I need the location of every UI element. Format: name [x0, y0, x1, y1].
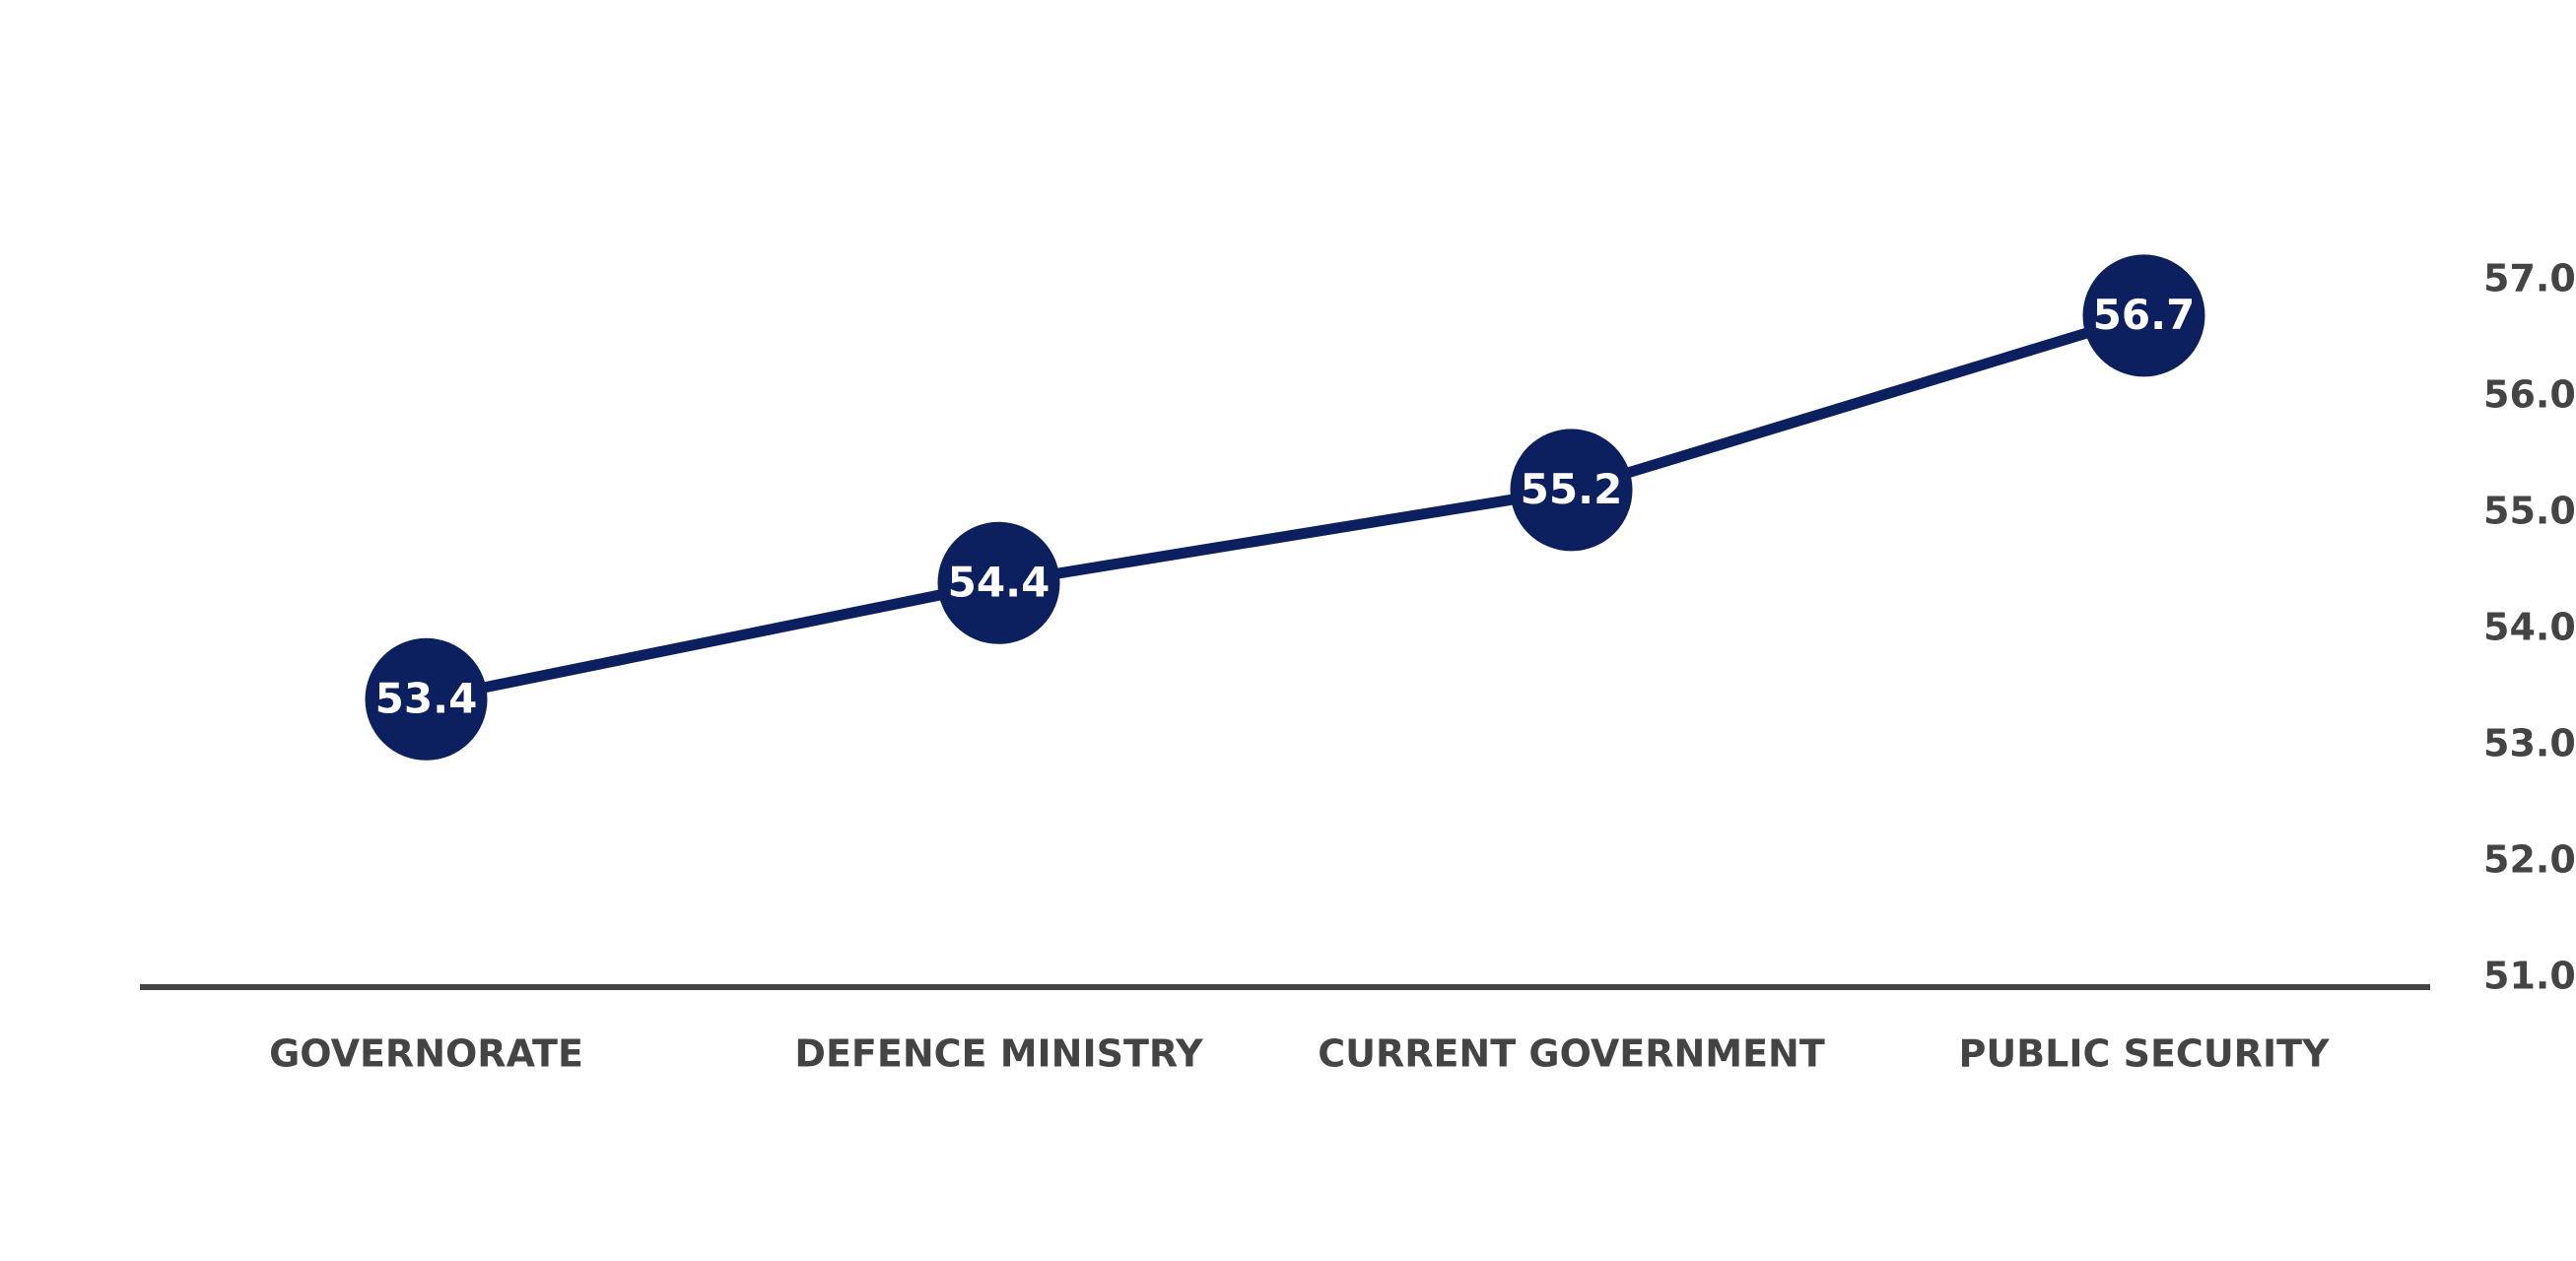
line: [425, 310, 2146, 705]
x-tick-label: PUBLIC SECURITY: [1958, 1032, 2330, 1076]
x-tick-label: GOVERNORATE: [269, 1032, 583, 1076]
y-tick-label: 56.0: [2483, 373, 2576, 417]
value-label: 54.4: [948, 558, 1051, 606]
y-tick-label: 52.0: [2483, 838, 2576, 882]
y-tick-label: 53.0: [2483, 722, 2576, 765]
y-tick-label: 57.0: [2483, 257, 2576, 300]
x-tick-label: CURRENT GOVERNMENT: [1318, 1032, 1825, 1076]
x-tick-label: DEFENCE MINISTRY: [794, 1032, 1203, 1076]
value-label: 55.2: [1521, 465, 1623, 513]
y-tick-label: 51.0: [2483, 955, 2576, 998]
y-tick-label: 55.0: [2483, 490, 2576, 533]
value-label: 56.7: [2093, 291, 2196, 339]
point: [1510, 429, 1633, 552]
y-tick-label: 54.0: [2483, 606, 2576, 649]
point: [937, 521, 1060, 644]
point: [365, 637, 488, 761]
value-label: 53.4: [375, 674, 478, 722]
point: [2082, 254, 2205, 377]
